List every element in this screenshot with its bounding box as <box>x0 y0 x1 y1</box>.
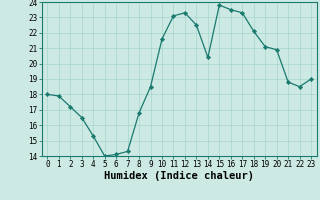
X-axis label: Humidex (Indice chaleur): Humidex (Indice chaleur) <box>104 171 254 181</box>
